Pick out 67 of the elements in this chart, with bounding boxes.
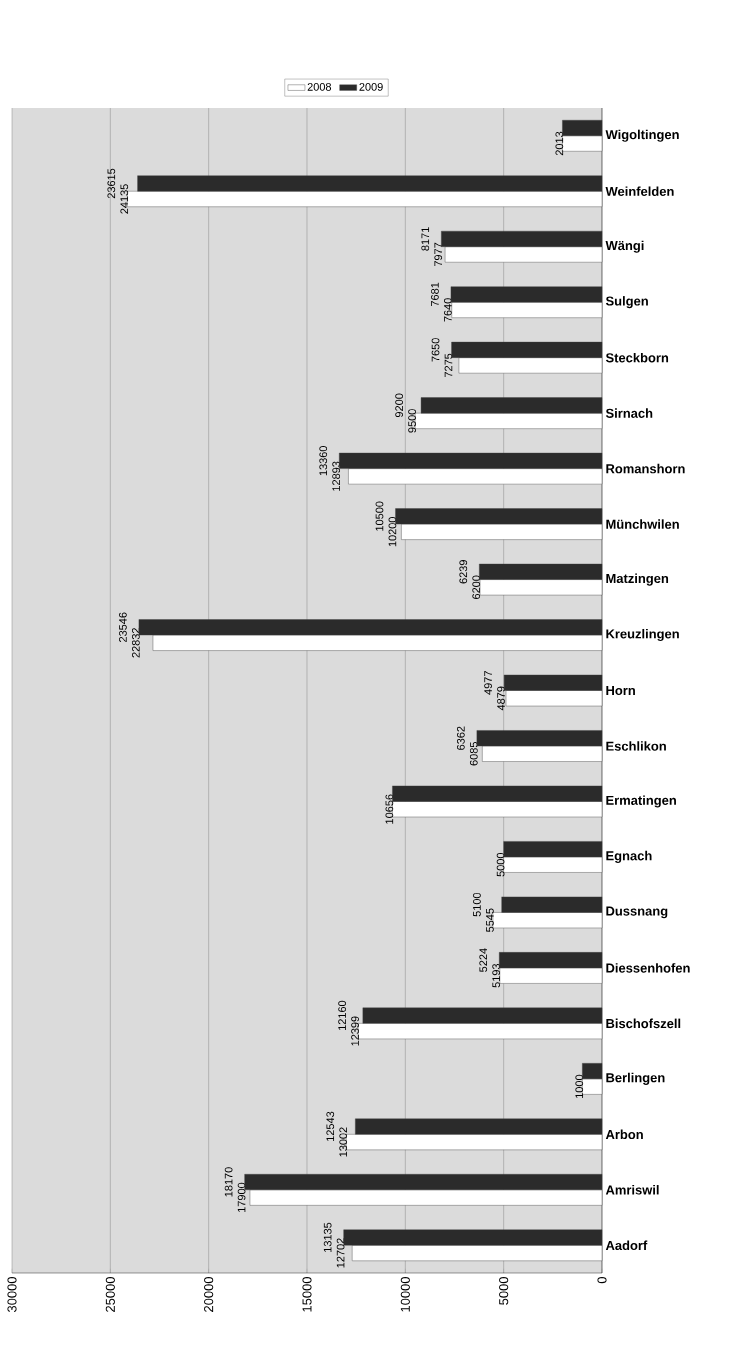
x-tick-label: 25000 [105, 1277, 115, 1312]
data-label: 13135 [323, 1222, 332, 1252]
x-tick-label: 10000 [400, 1277, 410, 1312]
y-tick-label: Berlingen [606, 1072, 665, 1085]
y-tick-label: Diessenhofen [606, 963, 690, 973]
data-label: 13360 [319, 446, 328, 476]
data-label: 8171 [421, 227, 430, 251]
y-tick-label: Bischofszell [606, 1018, 681, 1029]
y-tick-label: Horn [606, 686, 635, 696]
data-label: 17900 [237, 1182, 246, 1212]
data-label: 5100 [473, 892, 481, 917]
legend-label: 2009 [359, 83, 383, 91]
y-tick-label: Arbon [605, 1129, 643, 1140]
y-tick-label: Aadorf [605, 1240, 648, 1251]
data-label: 12160 [338, 1000, 346, 1031]
data-label: 7681 [431, 282, 439, 307]
data-label: 9500 [408, 409, 416, 433]
y-tick-label: Wängi [605, 240, 644, 253]
y-tick-label: Romanshorn [606, 463, 685, 474]
data-label: 5193 [492, 963, 501, 988]
data-label: 5000 [496, 852, 505, 877]
data-label: 12702 [336, 1238, 345, 1268]
y-tick-label: Weinfelden [605, 186, 674, 196]
y-tick-label: Wigoltingen [605, 129, 679, 142]
y-tick-label: Münchwilen [606, 519, 679, 529]
data-label: 2013 [555, 131, 564, 156]
data-label: 24135 [120, 184, 129, 214]
data-label: 10656 [385, 794, 394, 824]
data-label: 12543 [326, 1111, 335, 1141]
x-tick-label: 30000 [7, 1277, 17, 1313]
data-label: 10500 [375, 501, 384, 531]
data-label: 7650 [431, 338, 440, 362]
data-label: 12399 [351, 1016, 359, 1046]
y-tick-label: Steckborn [605, 352, 669, 363]
data-label: 4879 [497, 686, 505, 711]
data-label: 5545 [486, 908, 494, 932]
y-tick-label: Amriswil [605, 1185, 659, 1195]
data-label: 6085 [469, 742, 478, 766]
data-label: 6239 [459, 560, 468, 584]
y-tick-label: Eschlikon [606, 741, 666, 751]
y-tick-label: Egnach [606, 850, 652, 864]
data-label: 5224 [479, 948, 488, 972]
data-label: 23615 [107, 168, 116, 199]
data-label: 18170 [224, 1167, 233, 1197]
x-tick-label: 0 [597, 1277, 607, 1284]
legend-label: 2008 [307, 83, 332, 91]
y-tick-label: Kreuzlingen [606, 628, 679, 642]
x-tick-label: 20000 [204, 1277, 214, 1312]
y-tick-label: Dussnang [606, 906, 668, 919]
data-label: 7275 [444, 353, 453, 378]
data-label: 7977 [434, 242, 443, 267]
x-tick-label: 15000 [302, 1277, 312, 1312]
data-label: 1000 [575, 1074, 584, 1098]
y-tick-label: Ermatingen [606, 795, 676, 808]
data-label: 13002 [339, 1127, 348, 1157]
y-tick-label: Sirnach [605, 408, 653, 418]
data-label: 9200 [395, 393, 404, 418]
data-label: 7640 [443, 298, 452, 322]
data-label: 6200 [472, 575, 481, 599]
data-label: 12893 [332, 461, 341, 491]
x-tick-label: 5000 [499, 1277, 509, 1305]
data-label: 4977 [484, 671, 492, 695]
data-label: 10200 [388, 517, 397, 547]
data-label: 6362 [456, 726, 465, 750]
y-tick-label: Matzingen [606, 573, 669, 586]
y-tick-label: Sulgen [605, 296, 648, 309]
data-label: 23546 [119, 612, 127, 642]
